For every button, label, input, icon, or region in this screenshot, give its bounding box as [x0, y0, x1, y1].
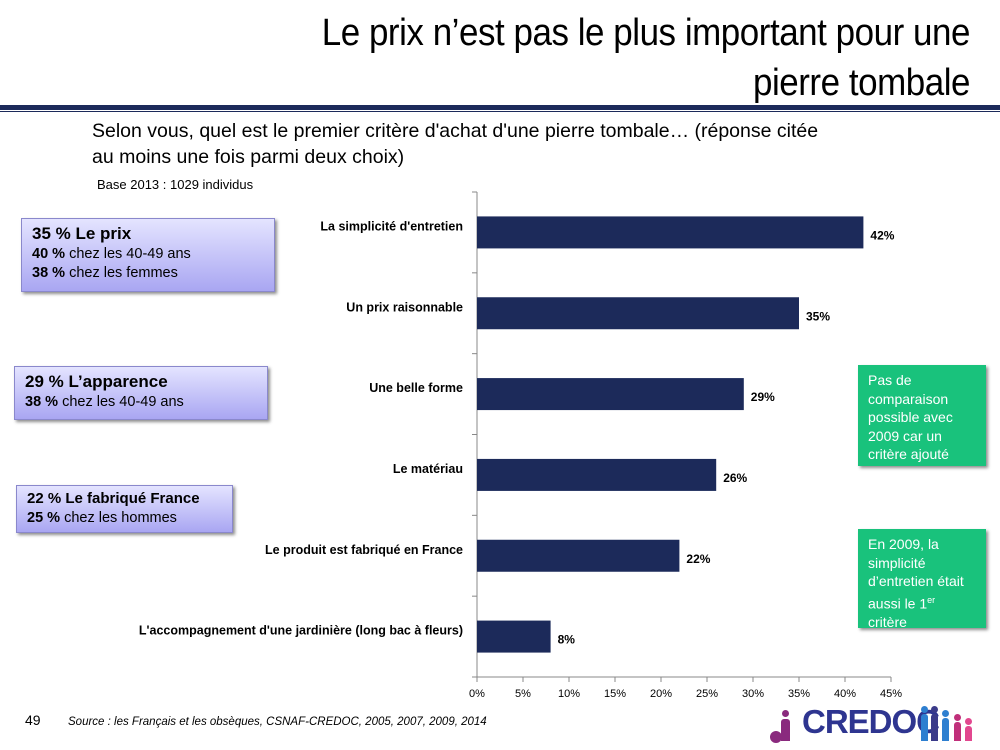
category-label: Le produit est fabriqué en France [265, 543, 463, 557]
x-tick-label: 5% [515, 688, 531, 700]
bar [477, 458, 717, 491]
slide-title-line1: Le prix n’est pas le plus important pour… [321, 12, 971, 54]
callout-apparence-head: 29 % L’apparence [25, 372, 168, 391]
logo-text: CREDOC [802, 703, 940, 740]
category-label: Une belle forme [369, 381, 463, 395]
x-tick-label: 20% [650, 688, 672, 700]
category-label: Un prix raisonnable [346, 300, 463, 314]
x-tick-label: 10% [558, 688, 580, 700]
bar [477, 297, 799, 330]
bar-value-label: 29% [751, 390, 775, 404]
note-2009-text: En 2009, la simplicité d’entretien était… [868, 536, 964, 612]
source-note: Source : les Français et les obsèques, C… [68, 716, 487, 728]
question-line1: Selon vous, quel est le premier critère … [92, 120, 819, 142]
credoc-logo: CREDOC [765, 703, 990, 745]
title-rule [0, 105, 1000, 110]
note-2009-sup: er [927, 594, 936, 605]
bar-value-label: 26% [723, 471, 747, 485]
callout-apparence-line1-text: chez les 40-49 ans [58, 394, 184, 410]
bar-value-label: 42% [870, 228, 894, 242]
sample-base: Base 2013 : 1029 individus [97, 177, 254, 192]
callout-apparence-line1: 38 % chez les 40-49 ans [25, 393, 257, 412]
x-tick-label: 30% [742, 688, 764, 700]
category-label: L'accompagnement d'une jardinière (long … [139, 624, 463, 638]
callout-prix-line2-text: chez les femmes [65, 265, 178, 281]
note-2009-text-end: critère [868, 613, 907, 630]
x-tick-label: 15% [604, 688, 626, 700]
callout-fabrique-france: 22 % Le fabriqué France 25 % chez les ho… [16, 485, 233, 533]
callout-fabrique-france-line1-text: chez les hommes [60, 510, 177, 526]
callout-prix-head: 35 % Le prix [32, 224, 132, 243]
callout-fabrique-france-line1-value: 25 % [27, 510, 61, 526]
x-tick-label: 40% [834, 688, 856, 700]
bar [477, 620, 551, 653]
category-label: Le matériau [393, 462, 463, 476]
x-tick-label: 0% [469, 688, 485, 700]
page-number: 49 [25, 712, 41, 728]
x-tick-label: 45% [880, 688, 902, 700]
bar-value-label: 35% [806, 309, 830, 323]
x-tick-label: 35% [788, 688, 810, 700]
bar-value-label: 22% [686, 552, 710, 566]
slide-title-line2: pierre tombale [752, 62, 970, 104]
title-rule-thin [0, 111, 1000, 112]
callout-apparence: 29 % L’apparence 38 % chez les 40-49 ans [14, 366, 268, 420]
callout-prix-line1-value: 40 % [32, 246, 66, 262]
category-label: La simplicité d'entretien [320, 219, 463, 233]
callout-prix-line1-text: chez les 40-49 ans [65, 246, 191, 262]
bar-value-label: 8% [558, 633, 576, 647]
note-no-comparison: Pas de comparaison possible avec 2009 ca… [858, 365, 986, 466]
survey-question: Selon vous, quel est le premier critère … [92, 118, 952, 170]
bar [477, 216, 864, 249]
callout-apparence-line1-value: 38 % [25, 394, 59, 410]
x-tick-label: 25% [696, 688, 718, 700]
bar [477, 539, 680, 572]
callout-fabrique-france-line1: 25 % chez les hommes [27, 509, 222, 528]
slide-title: Le prix n’est pas le plus important pour… [216, 8, 971, 108]
note-2009: En 2009, la simplicité d’entretien était… [858, 529, 986, 630]
callout-prix-line1: 40 % chez les 40-49 ans [32, 245, 264, 264]
callout-prix-line2-value: 38 % [32, 265, 66, 281]
callout-prix: 35 % Le prix 40 % chez les 40-49 ans 38 … [21, 218, 275, 292]
callout-fabrique-france-head: 22 % Le fabriqué France [27, 490, 200, 507]
note-no-comparison-text: Pas de comparaison possible avec 2009 ca… [868, 372, 953, 462]
callout-prix-line2: 38 % chez les femmes [32, 264, 264, 283]
bar [477, 378, 744, 411]
question-line2: au moins une fois parmi deux choix) [92, 146, 405, 168]
